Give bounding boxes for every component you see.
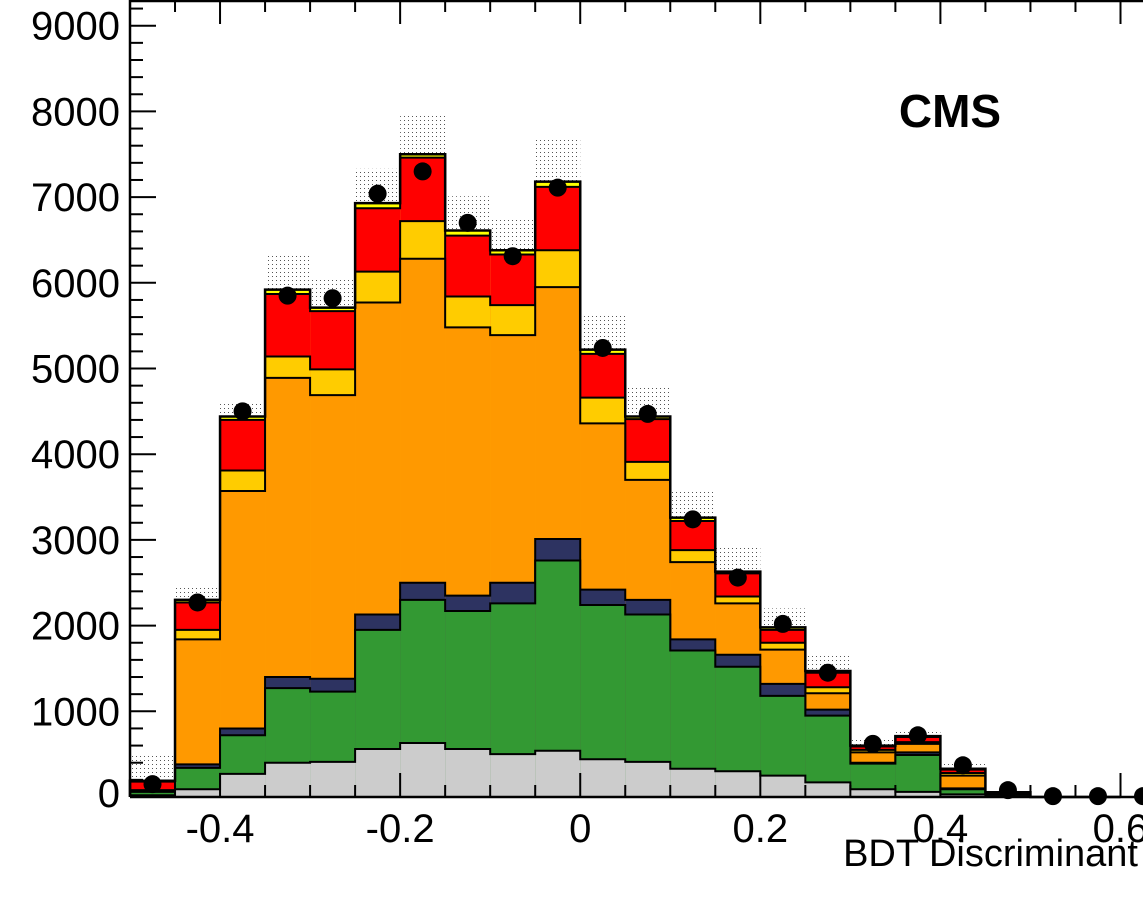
y-tick-label: 8000 (31, 90, 120, 134)
data-point (188, 593, 207, 612)
y-tick-label: 7000 (31, 176, 120, 220)
stack-bar (490, 754, 536, 797)
y-tick-label: 2000 (31, 605, 120, 649)
stack-bar (670, 768, 716, 797)
data-point (323, 289, 342, 308)
data-point (908, 726, 927, 745)
stack-bar (265, 762, 311, 797)
stack-bar (400, 743, 446, 797)
data-point (1088, 787, 1107, 806)
y-tick-label: 5000 (31, 348, 120, 392)
data-point (548, 178, 567, 197)
y-tick-label: 9000 (31, 5, 120, 49)
data-points-group (143, 162, 1143, 806)
data-point (1043, 787, 1062, 806)
data-point (368, 184, 387, 203)
stack-bar (760, 775, 806, 797)
data-point (863, 734, 882, 753)
stack-bar (895, 791, 941, 797)
stack-bar (175, 789, 221, 797)
data-point (503, 247, 522, 266)
data-point (1134, 787, 1143, 806)
x-axis-title: BDT Discriminant (843, 833, 1138, 875)
stack-bar (625, 761, 671, 797)
stack-bar (580, 759, 626, 797)
data-point (413, 162, 432, 181)
data-point (143, 775, 162, 794)
stacked-histogram-group (130, 153, 1121, 798)
stack-bar (535, 750, 581, 797)
y-tick-label: 1000 (31, 690, 120, 734)
stack-bar (940, 794, 986, 797)
stack-bar (445, 749, 491, 797)
data-point (728, 568, 747, 587)
axes-group (128, 0, 1143, 799)
x-tick-label: 0.4 (913, 807, 969, 851)
data-point (638, 404, 657, 423)
data-point (773, 614, 792, 633)
y-tick-label: 4000 (31, 433, 120, 477)
data-point (818, 663, 837, 682)
tick-labels-group: -0.4 -0.2 0 0.2 0.4 0.6 0 1000 2000 3000 4000 5000 6… (31, 5, 1143, 851)
data-point (458, 213, 477, 232)
x-tick-label: 0.6 (1093, 807, 1143, 851)
stack-bar (310, 761, 356, 797)
x-tick-label: -0.2 (366, 807, 435, 851)
cms-label: CMS (899, 85, 1001, 137)
data-point (998, 781, 1017, 800)
stack-bar (355, 749, 401, 797)
stack-bar (220, 773, 266, 797)
x-tick-label: 0.2 (733, 807, 789, 851)
data-point (278, 286, 297, 305)
data-point (593, 338, 612, 357)
data-point (953, 756, 972, 775)
stack-bar (940, 789, 986, 797)
stack-bar (715, 771, 761, 797)
data-point (683, 510, 702, 529)
x-tick-label: -0.4 (186, 807, 255, 851)
stack-bar (895, 755, 941, 797)
stack-bar (805, 782, 851, 797)
stack-bar (850, 789, 896, 797)
data-point (233, 402, 252, 421)
x-tick-label: 0 (569, 807, 591, 851)
y-tick-label: 6000 (31, 262, 120, 306)
y-tick-label: 3000 (31, 519, 120, 563)
y-tick-label: 0 (98, 772, 120, 816)
